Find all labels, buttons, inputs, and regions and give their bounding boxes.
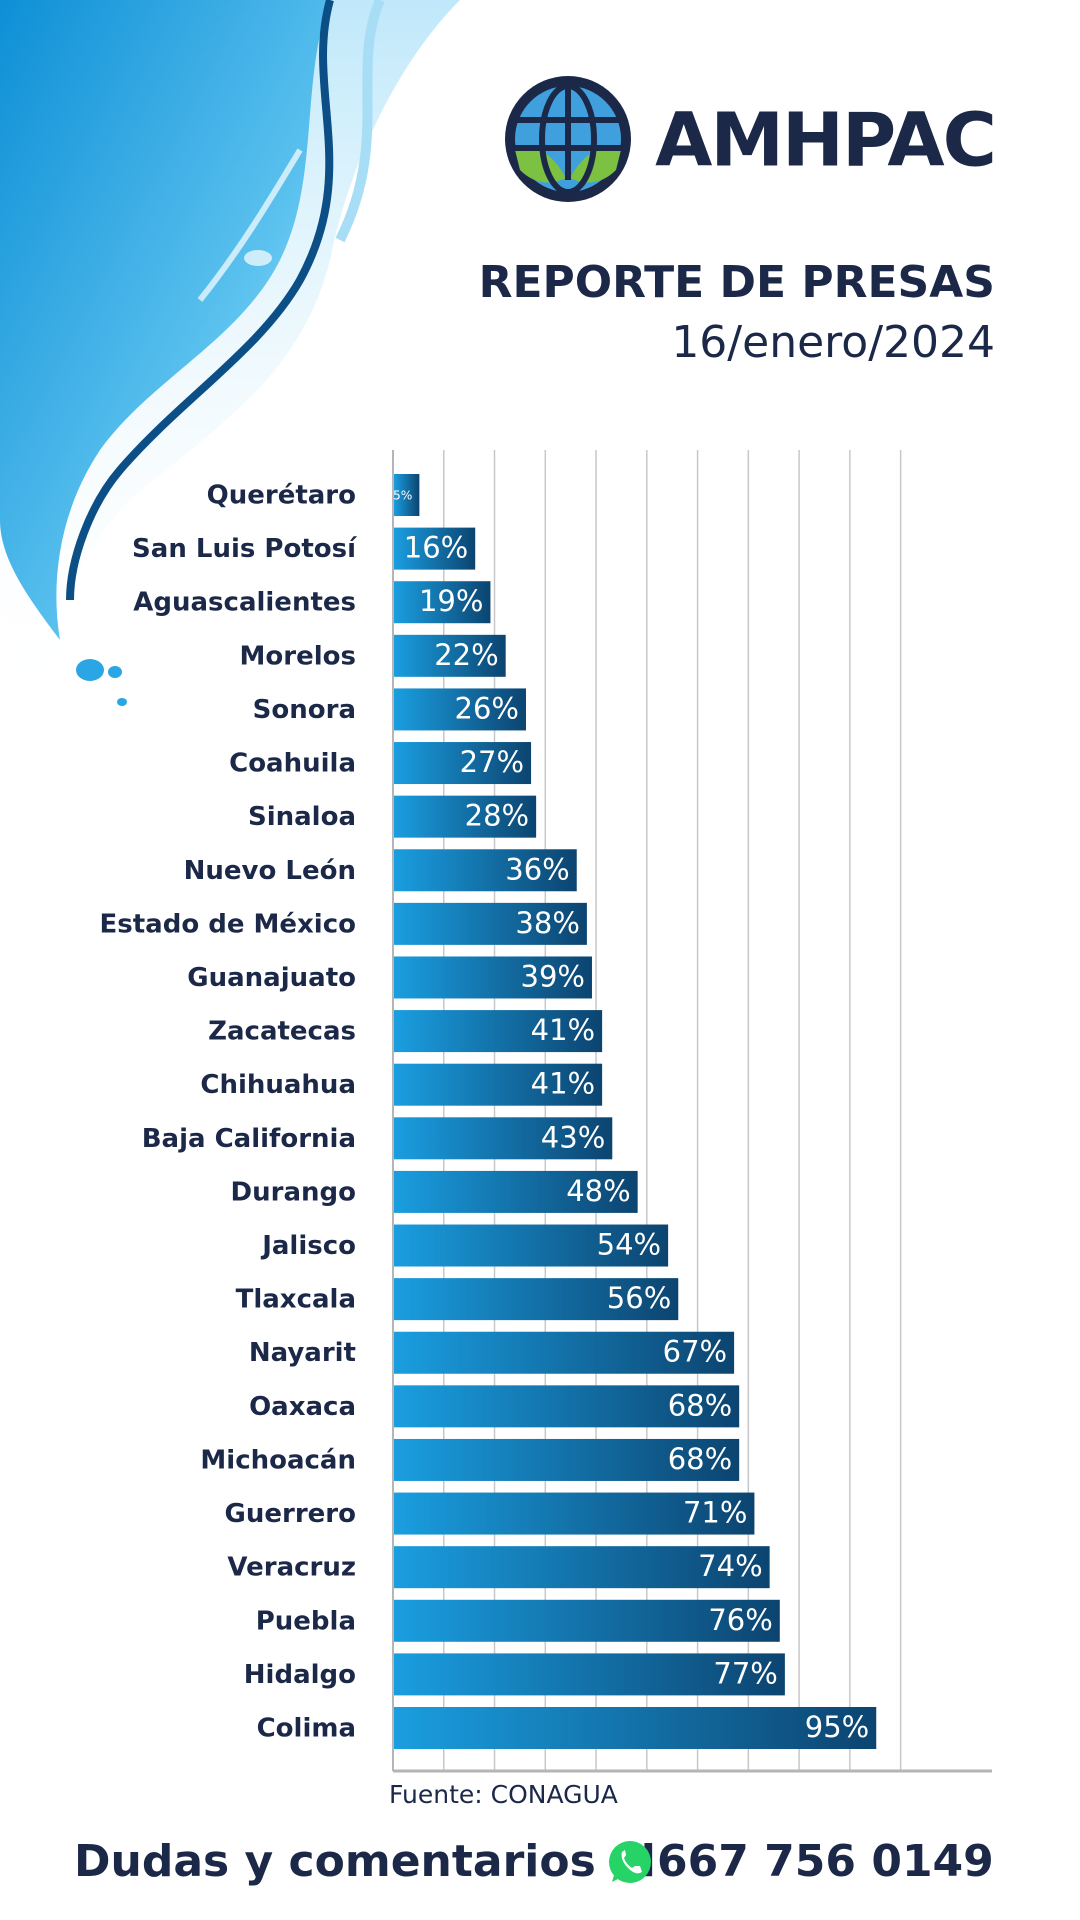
value-label: 28%	[465, 799, 529, 833]
bar	[394, 902, 587, 945]
bar	[394, 956, 592, 999]
value-label: 76%	[708, 1603, 772, 1637]
category-label: Guerrero	[225, 1499, 356, 1529]
category-label: Guanajuato	[187, 963, 356, 993]
source: Fuente: CONAGUA	[389, 1780, 618, 1809]
value-label: 5%	[393, 489, 412, 503]
value-label: 41%	[531, 1067, 595, 1101]
value-label: 71%	[683, 1496, 747, 1530]
bar	[394, 688, 526, 731]
value-label: 27%	[460, 745, 524, 779]
category-label: Baja California	[142, 1124, 356, 1154]
value-label: 22%	[434, 638, 498, 672]
category-label: Hidalgo	[244, 1660, 356, 1690]
bar	[394, 1707, 877, 1749]
bar	[394, 1546, 770, 1589]
bar	[394, 1010, 603, 1053]
bar	[394, 1224, 669, 1267]
bar	[394, 1385, 740, 1428]
value-label: 16%	[404, 531, 468, 565]
value-label: 26%	[455, 691, 519, 725]
category-label: Oaxaca	[249, 1392, 356, 1422]
bar	[394, 1438, 740, 1481]
category-label: Zacatecas	[208, 1017, 356, 1047]
brand: AMHPAC	[655, 98, 995, 184]
category-label: Sinaloa	[248, 802, 356, 832]
category-label: San Luis Potosí	[132, 534, 358, 564]
value-label: 77%	[713, 1656, 777, 1690]
value-label: 56%	[607, 1281, 671, 1315]
category-label: Puebla	[256, 1606, 356, 1636]
category-label: Coahuila	[229, 749, 356, 779]
bar	[394, 1653, 785, 1696]
category-label: Chihuahua	[200, 1070, 356, 1100]
category-label: Michoacán	[200, 1445, 356, 1475]
bar	[394, 581, 491, 624]
value-label: 68%	[668, 1388, 732, 1422]
category-label: Jalisco	[260, 1231, 356, 1261]
value-label: 38%	[515, 906, 579, 940]
value-label: 39%	[521, 959, 585, 993]
bar	[394, 474, 420, 516]
value-label: 74%	[698, 1549, 762, 1583]
chart-subtitle: 16/enero/2024	[671, 317, 995, 368]
value-label: 36%	[505, 852, 569, 886]
plot: Querétaro 5% San Luis Potosí 16% Aguascalien…	[100, 450, 992, 1773]
category-label: Durango	[231, 1177, 356, 1207]
value-label: 43%	[541, 1120, 605, 1154]
bar	[394, 1063, 603, 1106]
category-label: Tlaxcala	[236, 1285, 356, 1315]
value-label: 41%	[531, 1013, 595, 1047]
category-label: Colima	[257, 1714, 356, 1744]
bar	[394, 1599, 780, 1642]
value-label: 68%	[668, 1442, 732, 1476]
category-label: Estado de México	[100, 909, 357, 939]
category-label: Aguascalientes	[133, 588, 356, 618]
value-label: 54%	[597, 1228, 661, 1262]
value-label: 48%	[566, 1174, 630, 1208]
bar	[394, 849, 577, 892]
category-label: Nayarit	[249, 1338, 356, 1368]
footer-phone: 667 756 0149	[657, 1836, 994, 1887]
bar	[394, 1492, 755, 1535]
bar	[394, 1331, 735, 1374]
value-label: 67%	[663, 1335, 727, 1369]
bar	[394, 1278, 679, 1321]
logo: AMHPAC	[505, 76, 997, 202]
category-label: Morelos	[240, 641, 356, 671]
whatsapp-icon	[609, 1841, 651, 1883]
category-label: Veracruz	[227, 1553, 356, 1583]
category-label: Nuevo León	[184, 856, 356, 886]
value-label: 19%	[419, 584, 483, 618]
bar	[394, 634, 506, 677]
footer-text: Dudas y comentarios al	[74, 1836, 656, 1887]
chart-title: REPORTE DE PRESAS	[479, 257, 995, 308]
value-label: 95%	[805, 1710, 869, 1744]
bar	[394, 527, 476, 570]
water-decoration	[0, 0, 460, 720]
category-label: Sonora	[253, 695, 356, 725]
bar	[394, 1170, 638, 1213]
bar	[394, 1117, 613, 1160]
category-label: Querétaro	[207, 481, 356, 511]
bar	[394, 742, 532, 785]
bar	[394, 795, 537, 838]
